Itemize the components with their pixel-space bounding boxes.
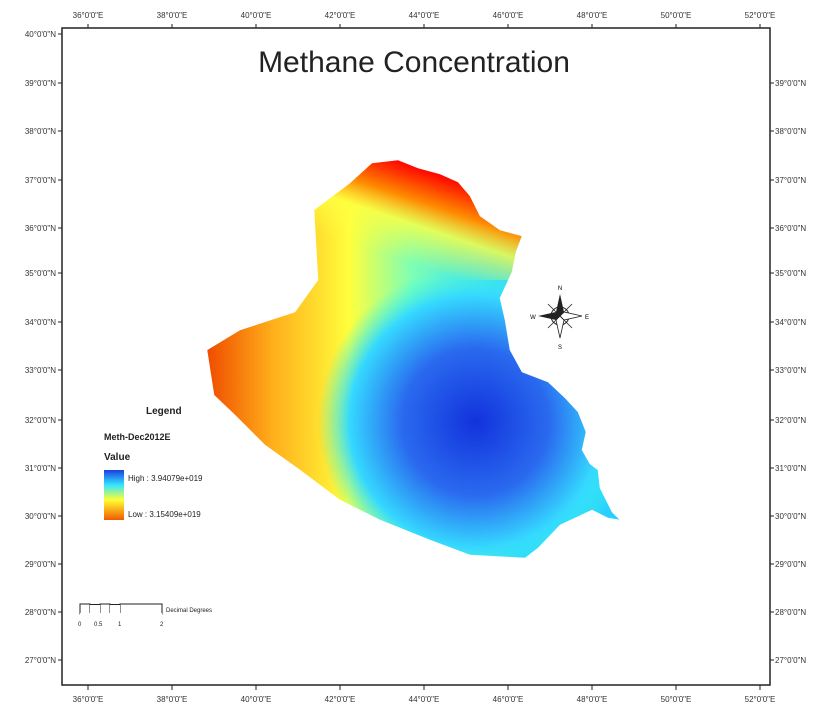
left-lat-label: 35°0'0"N (25, 269, 56, 278)
right-lat-label: 33°0'0"N (775, 366, 806, 375)
bottom-lon-label: 38°0'0"E (157, 695, 188, 704)
compass-w: W (530, 315, 536, 321)
right-lat-label: 31°0'0"N (775, 464, 806, 473)
scale-tick-0: 0 (78, 622, 82, 628)
north-arrow-icon: N S E W (530, 286, 589, 351)
left-lat-label: 32°0'0"N (25, 416, 56, 425)
left-lat-label: 39°0'0"N (25, 79, 56, 88)
bottom-lon-label: 44°0'0"E (409, 695, 440, 704)
bottom-lon-label: 36°0'0"E (73, 695, 104, 704)
left-lat-label: 29°0'0"N (25, 560, 56, 569)
bottom-lon-label: 50°0'0"E (661, 695, 692, 704)
top-lon-label: 52°0'0"E (745, 11, 776, 20)
left-lat-label: 30°0'0"N (25, 512, 56, 521)
scale-tick-2: 2 (160, 622, 164, 628)
left-lat-label: 40°0'0"N (25, 30, 56, 39)
top-lon-label: 36°0'0"E (73, 11, 104, 20)
top-lon-label: 42°0'0"E (325, 11, 356, 20)
bottom-lon-label: 42°0'0"E (325, 695, 356, 704)
legend-high-label: High : 3.94079e+019 (128, 474, 203, 483)
right-lat-label: 29°0'0"N (775, 560, 806, 569)
map-frame (61, 27, 771, 686)
graticule-ticks: 36°0'0"E 38°0'0"E 40°0'0"E 42°0'0"E 44°0'0"E… (25, 11, 807, 704)
right-lat-label: 32°0'0"N (775, 416, 806, 425)
legend: Legend Meth-Dec2012E Value High : 3.9407… (104, 406, 203, 520)
legend-color-ramp (104, 470, 124, 520)
compass-n: N (558, 286, 562, 292)
bottom-lon-label: 46°0'0"E (493, 695, 524, 704)
top-lon-label: 40°0'0"E (241, 11, 272, 20)
right-lat-label: 38°0'0"N (775, 127, 806, 136)
right-lat-label: 37°0'0"N (775, 176, 806, 185)
left-lat-label: 36°0'0"N (25, 224, 56, 233)
scale-bar: Decimal Degrees 0 0.5 1 2 (78, 603, 212, 628)
legend-title: Legend (146, 406, 182, 417)
right-lat-label: 35°0'0"N (775, 269, 806, 278)
left-lat-label: 38°0'0"N (25, 127, 56, 136)
legend-layer-name: Meth-Dec2012E (104, 432, 171, 442)
top-lon-label: 38°0'0"E (157, 11, 188, 20)
legend-field-name: Value (104, 452, 131, 463)
right-lat-label: 27°0'0"N (775, 656, 806, 665)
legend-low-label: Low : 3.15409e+019 (128, 510, 201, 519)
bottom-lon-label: 40°0'0"E (241, 695, 272, 704)
left-lat-label: 28°0'0"N (25, 608, 56, 617)
bottom-lon-label: 48°0'0"E (577, 695, 608, 704)
scale-unit: Decimal Degrees (166, 608, 212, 614)
bottom-lon-label: 52°0'0"E (745, 695, 776, 704)
left-lat-label: 31°0'0"N (25, 464, 56, 473)
right-lat-label: 39°0'0"N (775, 79, 806, 88)
top-lon-label: 46°0'0"E (493, 11, 524, 20)
right-lat-label: 36°0'0"N (775, 224, 806, 233)
left-lat-label: 37°0'0"N (25, 176, 56, 185)
top-lon-label: 44°0'0"E (409, 11, 440, 20)
map-title: Methane Concentration (258, 46, 570, 79)
scale-tick-05: 0.5 (94, 622, 103, 628)
country-outline (206, 159, 621, 559)
scale-tick-1: 1 (118, 622, 122, 628)
top-lon-label: 48°0'0"E (577, 11, 608, 20)
left-lat-label: 34°0'0"N (25, 318, 56, 327)
right-lat-label: 28°0'0"N (775, 608, 806, 617)
compass-s: S (558, 345, 562, 351)
right-lat-label: 34°0'0"N (775, 318, 806, 327)
methane-raster (207, 160, 620, 558)
left-lat-label: 27°0'0"N (25, 656, 56, 665)
top-lon-label: 50°0'0"E (661, 11, 692, 20)
left-lat-label: 33°0'0"N (25, 366, 56, 375)
compass-e: E (585, 315, 589, 321)
right-lat-label: 30°0'0"N (775, 512, 806, 521)
